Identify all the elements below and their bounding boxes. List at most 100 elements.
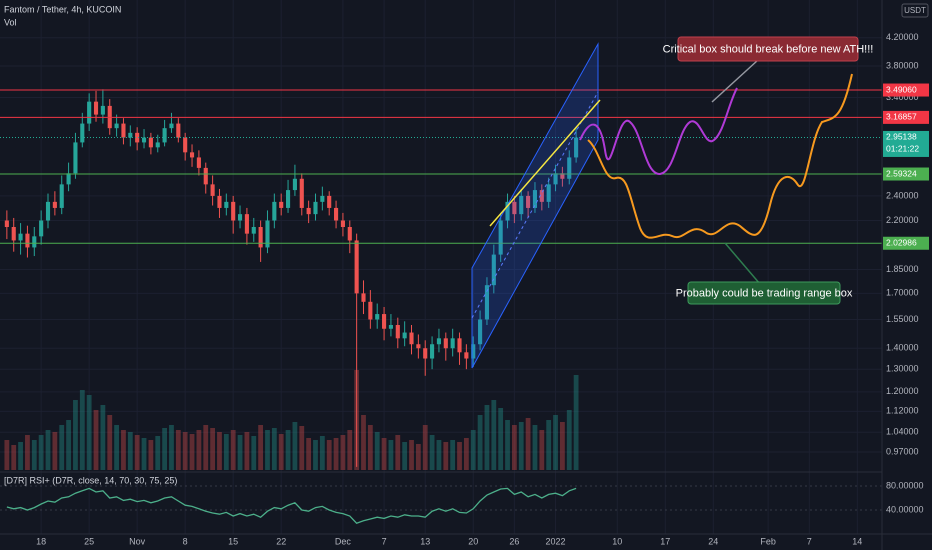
y-tick-label: 0.97000 [886,446,919,456]
volume-bar [395,435,401,470]
candle-body [141,137,147,143]
x-tick-label: 24 [708,536,718,546]
y-tick-label: 1.55000 [886,314,919,324]
y-tick-label: 3.40000 [886,92,919,102]
candle-body [505,201,510,221]
volume-bar [93,410,99,470]
candle-body [32,236,37,248]
volume-bar [491,400,497,470]
y-tick-label: 1.12000 [886,406,919,416]
candle-body [285,190,291,208]
volume-bar [285,430,291,470]
y-tick-label: 3.80000 [886,60,919,70]
volume-bar [313,440,318,470]
x-tick-label: Feb [760,536,776,546]
candle-body [320,195,325,202]
currency: USDT [904,6,926,15]
volume-bar [422,425,428,470]
annotation: Probably could be trading range box [676,287,853,299]
volume-bar [271,428,277,470]
y-tick-label: 4.20000 [886,32,919,42]
candle-body [457,338,462,353]
candle-body [553,173,558,185]
volume-bar [59,425,65,470]
level-label: 3.16857 [886,112,917,122]
candle-body [512,201,517,215]
candle-body [416,344,421,349]
x-tick-label: Dec [335,536,352,546]
y-tick-label: 2.20000 [886,215,919,225]
volume-bar [559,422,565,470]
candle-body [210,184,215,196]
volume-bar [169,425,174,470]
candle-body [299,178,304,208]
candle-body [313,201,318,215]
rsi-label: [D7R] RSI+ (D7R, close, 14, 70, 30, 75, … [4,475,177,485]
volume-bar [25,435,30,470]
candle-body [539,190,544,202]
volume-bar [470,430,476,470]
candle-body [361,293,366,302]
x-tick-label: 10 [612,536,622,546]
candle-body [93,101,99,115]
volume-bar [182,432,188,470]
candle-body [265,220,270,248]
volume-bar [203,425,209,470]
candle-body [59,184,64,208]
candle-body [189,152,195,158]
volume-bar [505,420,510,470]
volume-bar [347,430,353,470]
candle-body [484,285,490,320]
candle-body [354,240,359,294]
candle-body [388,325,393,329]
volume-bar [162,428,168,470]
last-price-label: 2.95138 [886,132,917,142]
candle-body [436,338,441,345]
candle-body [11,226,16,241]
candle-body [148,137,153,148]
volume-bar [210,428,216,470]
volume-bar [196,430,202,470]
level-tag [883,83,929,97]
x-tick-label: Nov [129,536,146,546]
volume-bar [340,435,346,470]
candle-body [292,178,297,191]
candle-body [334,207,339,221]
volume-bar [388,440,394,470]
candle-body [306,207,311,215]
volume-bar [457,442,462,470]
volume-bar [73,400,78,470]
y-tick-label: 1.85000 [886,264,919,274]
volume-bar [573,375,579,470]
rsi-tick-label: 40.00000 [886,504,924,514]
annotation-box [687,281,841,305]
candle-body [532,190,538,208]
trend-line [489,99,601,227]
candle-body [450,338,455,349]
candle-body [471,344,476,359]
annotation: Critical box should break before new ATH… [663,43,874,55]
candle-body [66,173,71,185]
volume-bar [127,432,133,470]
volume-bar [539,430,545,470]
x-tick-label: 20 [468,536,478,546]
candle-body [162,128,167,143]
volume-bar [429,435,435,470]
countdown: 01:21:22 [886,144,919,154]
volume-bar [511,425,517,470]
candle-body [327,195,332,208]
x-tick-label: 25 [84,536,94,546]
volume-bar [367,425,373,470]
x-tick-label: 15 [228,536,238,546]
candle-body [251,226,256,234]
currency-box [901,3,929,18]
y-tick-label: 1.30000 [886,364,919,374]
volume-bar [518,422,524,470]
volume-bar [546,420,552,470]
candle-body [409,332,414,345]
candle-body [382,314,387,329]
volume-bar [230,430,236,470]
level-tag [883,110,929,124]
candle-body [443,338,448,349]
